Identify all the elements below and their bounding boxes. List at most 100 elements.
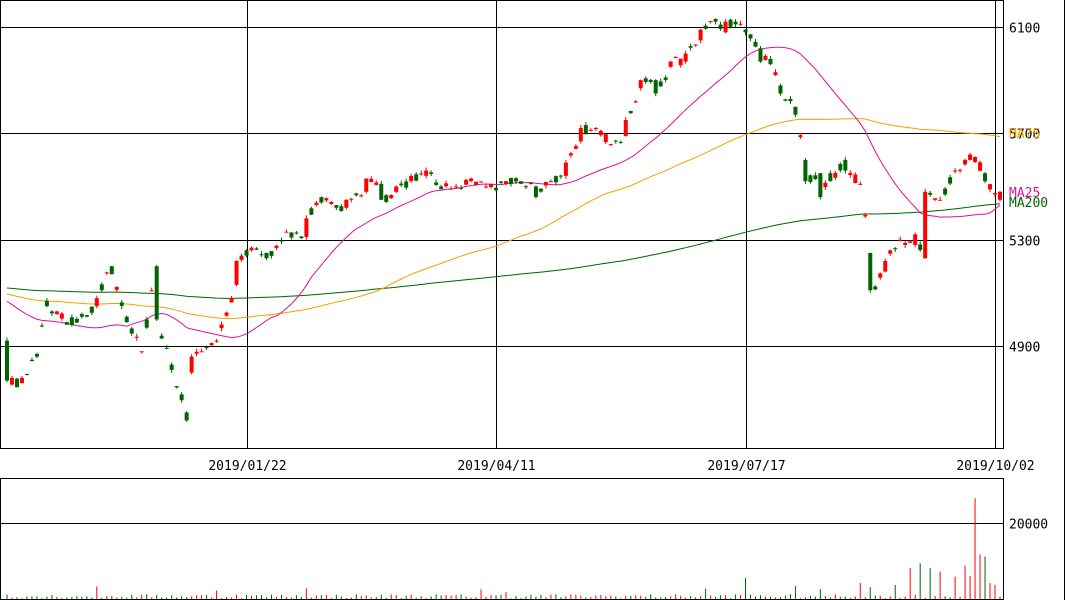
candle-body bbox=[224, 312, 229, 316]
candle-body bbox=[968, 154, 973, 160]
candle-body bbox=[494, 187, 499, 191]
candle-body bbox=[309, 208, 314, 215]
candle-body bbox=[823, 182, 828, 188]
candle-body bbox=[344, 199, 349, 208]
candle-body bbox=[239, 255, 244, 260]
candle-body bbox=[369, 178, 374, 182]
candle-body bbox=[399, 183, 404, 186]
candle-body bbox=[474, 181, 479, 185]
candle-body bbox=[189, 356, 194, 373]
candle-body bbox=[828, 173, 833, 182]
candle-body bbox=[638, 80, 643, 89]
candle-body bbox=[394, 186, 399, 192]
candle-body bbox=[513, 178, 518, 182]
candle-body bbox=[314, 202, 319, 206]
candle-body bbox=[573, 146, 578, 149]
price-panel bbox=[0, 0, 1004, 449]
candle-body bbox=[628, 111, 633, 114]
candle-body bbox=[134, 336, 139, 338]
candle-body bbox=[264, 252, 269, 259]
price-tick-label: 4900 bbox=[1009, 341, 1040, 356]
date-tick-label: 2019/10/02 bbox=[956, 459, 1034, 474]
ma200-line bbox=[6, 203, 1001, 299]
moving-averages bbox=[6, 46, 1001, 339]
candle-body bbox=[254, 248, 259, 250]
candle-body bbox=[578, 128, 583, 142]
candle-body bbox=[698, 29, 703, 41]
candle-body bbox=[558, 175, 563, 177]
candle-body bbox=[678, 58, 683, 66]
candle-body bbox=[748, 34, 753, 39]
candle-body bbox=[963, 159, 968, 165]
candle-body bbox=[948, 177, 953, 184]
candle-body bbox=[19, 377, 24, 384]
candle-body bbox=[983, 173, 988, 182]
candle-body bbox=[379, 183, 384, 200]
candle-body bbox=[479, 181, 484, 183]
date-tick-label: 2019/07/17 bbox=[707, 459, 785, 474]
candle-body bbox=[274, 245, 279, 248]
candle-body bbox=[853, 174, 858, 184]
candle-body bbox=[34, 353, 39, 357]
candle-body bbox=[653, 80, 658, 94]
candle-body bbox=[39, 325, 44, 327]
candle-body bbox=[469, 178, 474, 182]
candle-body bbox=[808, 175, 813, 182]
candle-body bbox=[593, 128, 598, 130]
candle-body bbox=[79, 314, 84, 317]
candle-body bbox=[154, 266, 159, 320]
candle-body bbox=[419, 173, 424, 175]
candle-body bbox=[234, 260, 239, 285]
candle-body bbox=[528, 183, 533, 185]
candle-body bbox=[149, 290, 154, 292]
candle-body bbox=[778, 85, 783, 94]
candle-body bbox=[269, 251, 274, 256]
candle-body bbox=[863, 214, 868, 217]
candle-body bbox=[703, 25, 708, 29]
candle-body bbox=[803, 159, 808, 182]
candle-body bbox=[24, 373, 29, 375]
candle-body bbox=[613, 140, 618, 142]
grid-lines bbox=[0, 1, 1004, 524]
candle-body bbox=[753, 41, 758, 47]
candle-body bbox=[124, 316, 129, 323]
candle-body bbox=[329, 201, 334, 205]
candle-body bbox=[648, 79, 653, 83]
candle-body bbox=[723, 21, 728, 33]
candle-body bbox=[623, 120, 628, 136]
candle-body bbox=[499, 181, 504, 183]
candle-body bbox=[813, 175, 818, 180]
candle-body bbox=[209, 343, 214, 346]
ma25-line bbox=[6, 46, 1001, 339]
candle-body bbox=[324, 198, 329, 201]
candle-body bbox=[583, 125, 588, 134]
candle-body bbox=[434, 182, 439, 185]
candle-body bbox=[179, 394, 184, 401]
candle-body bbox=[603, 134, 608, 143]
candle-body bbox=[793, 106, 798, 115]
candle-body bbox=[184, 412, 189, 421]
candle-body bbox=[339, 206, 344, 211]
candle-body bbox=[563, 162, 568, 176]
candle-body bbox=[893, 248, 898, 250]
candle-body bbox=[548, 181, 553, 183]
candle-body bbox=[114, 286, 119, 290]
candle-body bbox=[743, 29, 748, 33]
candle-body bbox=[918, 244, 923, 251]
candle-body bbox=[59, 313, 64, 319]
candle-body bbox=[74, 318, 79, 323]
candle-body bbox=[44, 300, 49, 307]
candle-body bbox=[923, 191, 928, 259]
candle-body bbox=[973, 156, 978, 163]
candle-body bbox=[349, 198, 354, 200]
candle-body bbox=[374, 182, 379, 185]
candle-body bbox=[718, 24, 723, 29]
candle-body bbox=[903, 242, 908, 245]
price-tick-label: 5300 bbox=[1009, 235, 1040, 250]
candle-body bbox=[673, 57, 678, 59]
candle-body bbox=[978, 162, 983, 171]
candle-body bbox=[928, 192, 933, 195]
candle-body bbox=[414, 174, 419, 181]
candle-body bbox=[913, 234, 918, 245]
candle-body bbox=[294, 232, 299, 234]
